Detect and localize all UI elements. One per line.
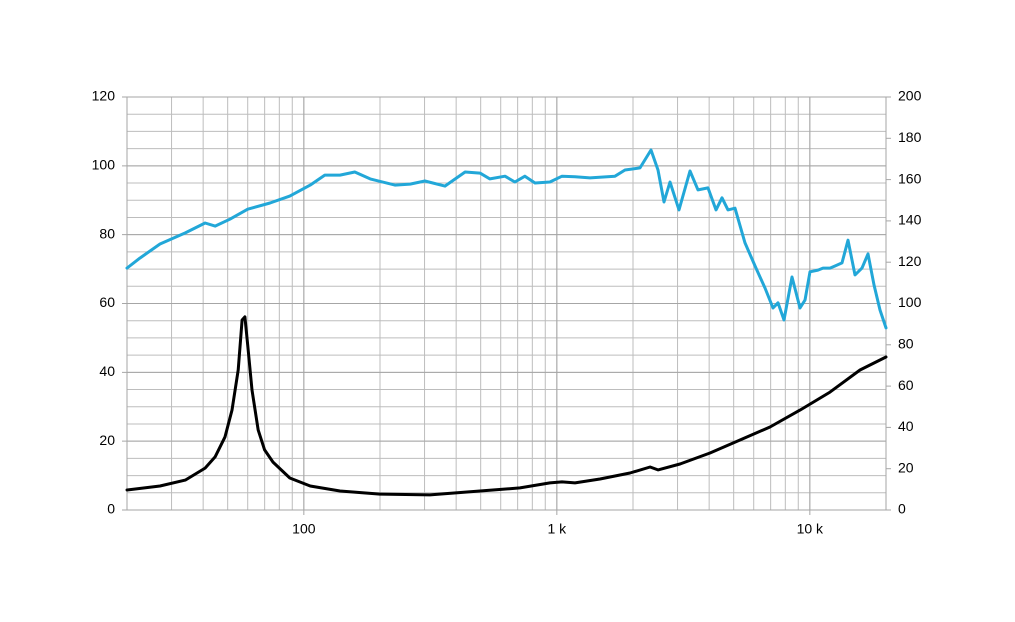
y-tick-label: 60 <box>99 294 115 310</box>
x-tick-label: 10 k <box>797 521 824 537</box>
y2-tick-label: 140 <box>898 212 922 228</box>
y-tick-label: 100 <box>92 157 116 173</box>
y-tick-label: 120 <box>92 88 116 104</box>
y2-tick-label: 180 <box>898 129 922 145</box>
x-tick-label: 1 k <box>547 521 567 537</box>
plot-frame <box>126 96 887 511</box>
y2-tick-label: 40 <box>898 418 914 434</box>
y-tick-label: 40 <box>99 363 115 379</box>
y2-tick-label: 160 <box>898 170 922 186</box>
y-tick-label: 0 <box>107 501 115 517</box>
y2-tick-label: 100 <box>898 294 922 310</box>
y2-tick-label: 80 <box>898 336 914 352</box>
y2-tick-label: 20 <box>898 459 914 475</box>
y2-tick-label: 120 <box>898 253 922 269</box>
y2-tick-label: 200 <box>898 88 922 104</box>
series-line <box>125 148 888 330</box>
y-tick-label: 80 <box>99 225 115 241</box>
x-tick-label: 100 <box>292 521 316 537</box>
y2-tick-label: 60 <box>898 377 914 393</box>
y-tick-label: 20 <box>99 432 115 448</box>
y2-tick-label: 0 <box>898 501 906 517</box>
series-line <box>125 315 888 497</box>
